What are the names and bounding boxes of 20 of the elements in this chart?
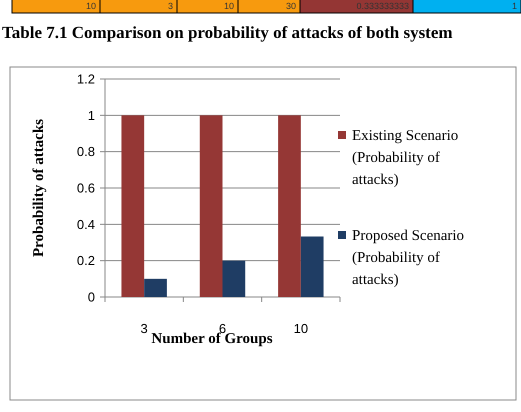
y-tick-label: 0.2: [76, 253, 95, 268]
y-tick-label: 0: [88, 290, 95, 305]
bar: [144, 278, 167, 297]
bar: [278, 115, 301, 297]
y-tick-label: 0.8: [76, 144, 95, 160]
x-tick-label: 10: [294, 321, 308, 336]
legend-label: Proposed Scenario (Probability of attacks): [352, 228, 464, 288]
y-tick-label: 1.2: [76, 72, 95, 87]
y-tick-label: 1: [88, 108, 95, 123]
bar: [121, 115, 144, 297]
bar: [222, 260, 246, 297]
y-tick-label: 0.6: [76, 180, 95, 196]
bar: [200, 115, 222, 297]
y-tick-label: 0.4: [76, 216, 95, 232]
caption: Table 7.1 Comparison on probability of attacks of both system: [2, 23, 453, 42]
y-axis-title: Probability of attacks: [31, 118, 47, 258]
table-row-fragment: 10 3 10 30 0.333333333 1: [12, 0, 521, 14]
legend-label: Existing Scenario (Probability of attacks): [352, 128, 458, 188]
bar: [300, 236, 324, 297]
x-tick-label: 3: [140, 321, 148, 336]
